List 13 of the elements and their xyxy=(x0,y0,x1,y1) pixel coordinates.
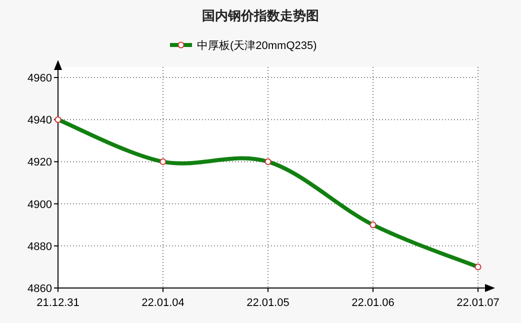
y-tick-label: 4860 xyxy=(28,283,52,295)
y-tick-label: 4960 xyxy=(28,72,52,85)
x-tick-label: 21.12.31 xyxy=(36,297,80,309)
y-tick-label: 4920 xyxy=(28,156,52,169)
y-tick-label: 4880 xyxy=(28,240,52,253)
y-tick-label: 4940 xyxy=(28,114,52,127)
chart-title: 国内钢价指数走势图 xyxy=(202,8,319,23)
x-tick-label: 22.01.04 xyxy=(142,297,184,309)
y-tick-label: 4900 xyxy=(28,198,52,211)
x-tick-label: 22.01.06 xyxy=(352,297,394,309)
legend-label: 中厚板(天津20mmQ235) xyxy=(197,39,317,52)
x-tick-label: 22.01.07 xyxy=(456,297,500,309)
x-tick-label: 22.01.05 xyxy=(246,297,290,309)
